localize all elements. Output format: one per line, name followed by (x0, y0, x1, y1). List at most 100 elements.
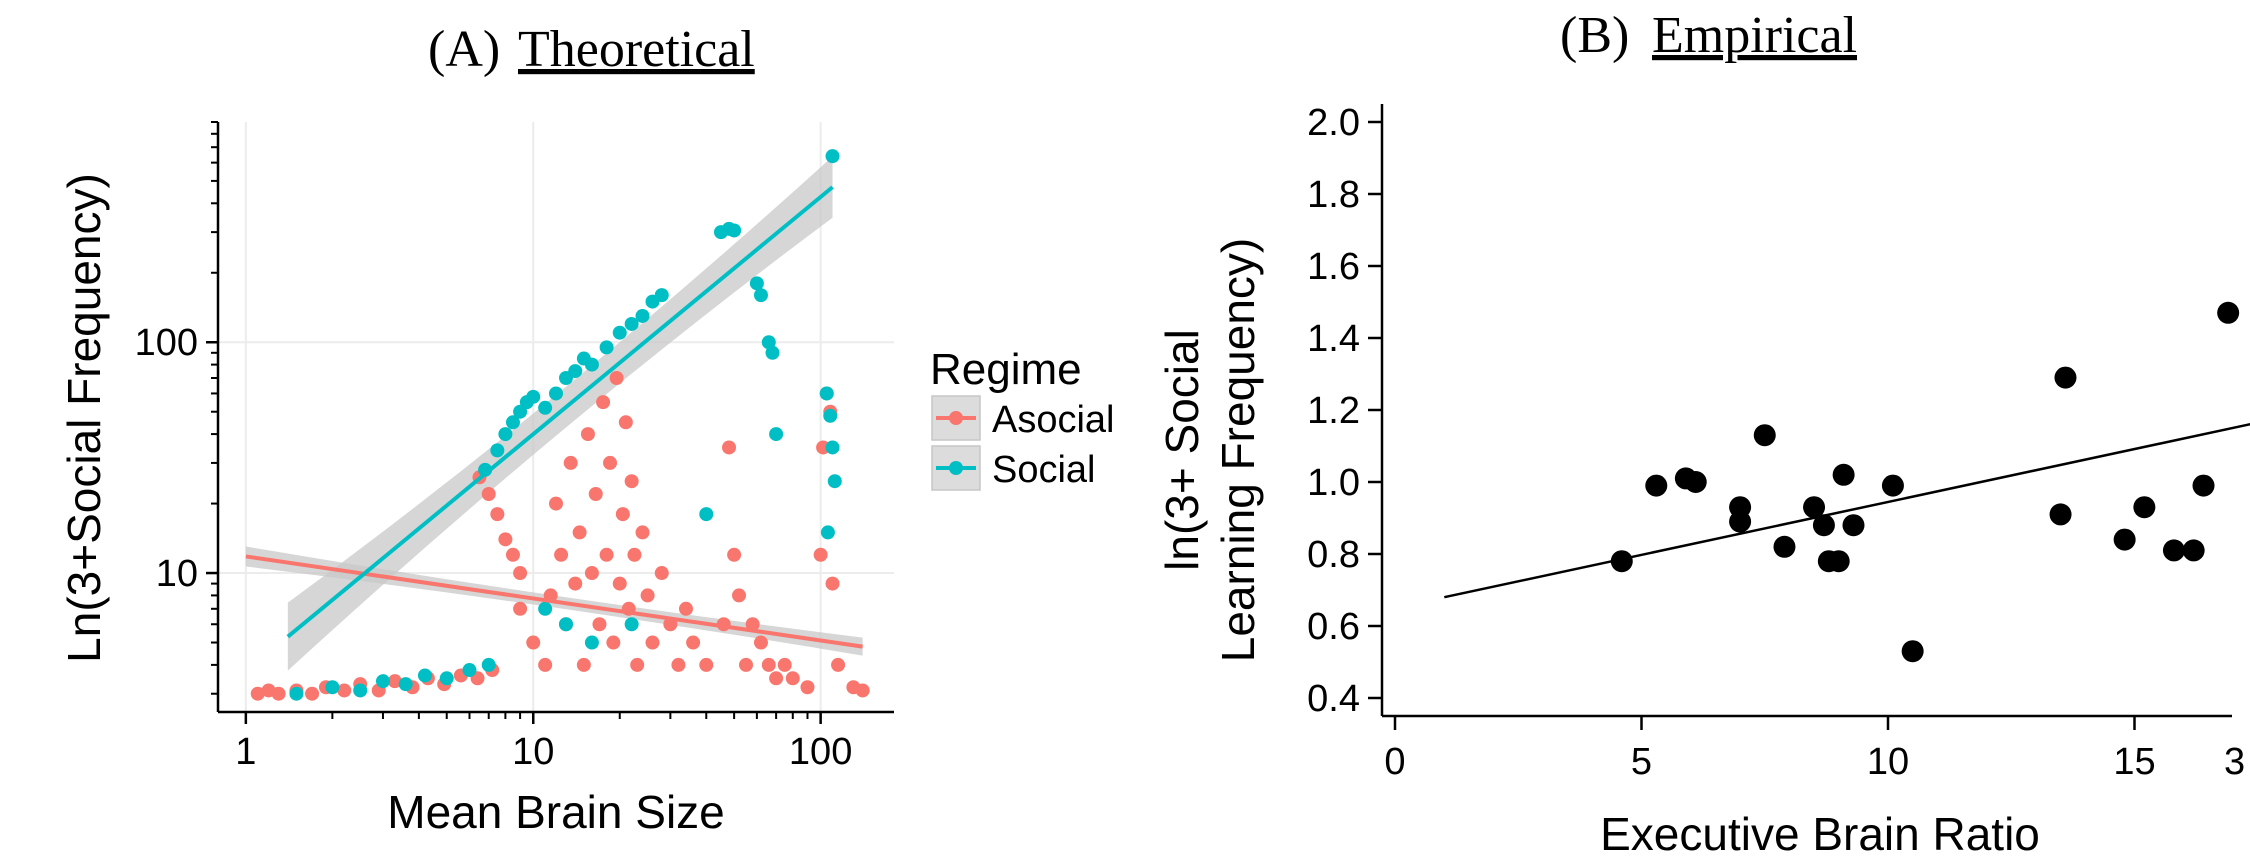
point-asocial (645, 635, 660, 650)
panel-b: (B) Empirical 05101520253030.40.60.81.01… (1156, 7, 2250, 860)
panel-b-points (1610, 301, 2240, 663)
point-social (624, 617, 639, 632)
point-social (584, 635, 599, 650)
point-asocial (387, 674, 402, 689)
point-asocial (753, 635, 768, 650)
point-asocial (596, 395, 611, 410)
panel-b-y-axis-title-line-2: Learning Frequency) (1212, 238, 1264, 662)
point-asocial (618, 415, 633, 430)
panel-b-y-axis-title: ln(3+ Social Learning Frequency) (1156, 238, 1264, 662)
point-empirical (2162, 539, 2185, 562)
panel-a-label: (A) (428, 21, 500, 78)
panel-b-title: Empirical (1652, 7, 1857, 64)
point-asocial (599, 547, 614, 562)
point-empirical (1773, 535, 1796, 558)
point-asocial (630, 657, 645, 672)
point-social (417, 668, 432, 683)
panel-b-x-axis-title: Executive Brain Ratio (1600, 808, 2040, 860)
point-social (612, 325, 627, 340)
panel-b-trend-line (1444, 422, 2250, 599)
point-social (654, 288, 669, 303)
point-social (624, 316, 639, 331)
legend-key-marker-social (949, 461, 963, 475)
point-social (353, 683, 368, 698)
point-asocial (580, 427, 595, 442)
point-asocial (592, 617, 607, 632)
point-asocial (831, 657, 846, 672)
point-asocial (615, 507, 630, 522)
point-asocial (526, 635, 541, 650)
panel-a-y-tick-label: 100 (135, 322, 198, 364)
point-asocial (727, 547, 742, 562)
panel-b-axis-ticks: 05101520253030.40.60.81.01.21.41.61.82.0 (1307, 102, 2245, 783)
panel-b-y-tick-label: 1.2 (1307, 390, 1360, 432)
panel-b-y-tick-label: 1.8 (1307, 174, 1360, 216)
point-asocial (250, 686, 265, 701)
panel-b-x-tick-label-partial: 3 (2224, 741, 2245, 783)
panel-a: (A) Theoretical 1 10 100 10 100 Mean Brain S… (58, 21, 1115, 838)
point-social (827, 474, 842, 489)
point-asocial (635, 525, 650, 540)
point-asocial (498, 532, 513, 547)
point-social (398, 677, 413, 692)
panel-a-x-axis-title: Mean Brain Size (387, 786, 725, 838)
point-asocial (481, 487, 496, 502)
point-social (761, 335, 776, 350)
point-asocial (732, 588, 747, 603)
point-social (462, 663, 477, 678)
panel-a-trend-lines (245, 185, 863, 649)
point-asocial (777, 657, 792, 672)
panel-a-y-tick-label: 10 (156, 553, 198, 595)
point-social (727, 223, 742, 238)
point-empirical (1842, 514, 1865, 537)
point-empirical (1684, 471, 1707, 493)
point-asocial (513, 601, 528, 616)
point-asocial (624, 474, 639, 489)
panel-a-x-tick-label: 1 (235, 731, 256, 773)
point-empirical (1881, 474, 1904, 497)
point-empirical (1645, 474, 1668, 497)
point-asocial (745, 617, 760, 632)
point-asocial (271, 686, 286, 701)
panel-b-x-tick-label: 5 (1631, 741, 1652, 783)
point-social (749, 276, 764, 291)
point-empirical (1803, 496, 1826, 519)
point-empirical (1901, 640, 1924, 663)
point-social (498, 427, 513, 442)
panel-b-x-tick-label: 10 (1867, 741, 1909, 783)
point-empirical (2133, 496, 2156, 519)
panel-b-y-tick-label: 1.6 (1307, 246, 1360, 288)
point-asocial (584, 566, 599, 581)
point-asocial (699, 657, 714, 672)
point-empirical (1753, 424, 1776, 447)
point-asocial (554, 547, 569, 562)
point-asocial (606, 635, 621, 650)
point-asocial (654, 566, 669, 581)
panel-b-y-tick-label: 0.8 (1307, 534, 1360, 576)
panel-a-points (250, 149, 870, 701)
point-social (439, 671, 454, 686)
point-asocial (722, 440, 737, 455)
point-social (819, 386, 834, 401)
regression-line (1444, 422, 2250, 599)
point-social (825, 440, 840, 455)
point-empirical (1729, 510, 1752, 533)
panel-b-y-tick-label: 0.6 (1307, 606, 1360, 648)
point-asocial (576, 657, 591, 672)
point-social (568, 364, 583, 379)
point-asocial (305, 686, 320, 701)
point-empirical (2182, 539, 2205, 562)
point-empirical (1812, 514, 1835, 537)
legend-label-asocial: Asocial (992, 399, 1115, 441)
point-social (538, 601, 553, 616)
point-empirical (2113, 528, 2136, 551)
panel-b-y-tick-label: 0.4 (1307, 678, 1360, 720)
panel-a-x-tick-label: 100 (789, 731, 852, 773)
point-empirical (1610, 550, 1633, 573)
point-asocial (785, 671, 800, 686)
point-asocial (513, 566, 528, 581)
point-social (753, 288, 768, 303)
point-social (635, 308, 650, 323)
panel-b-y-tick-label: 2.0 (1307, 102, 1360, 144)
